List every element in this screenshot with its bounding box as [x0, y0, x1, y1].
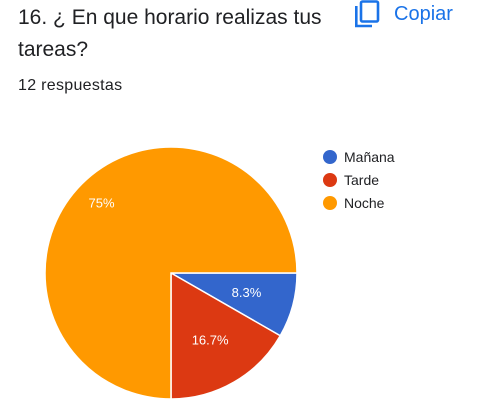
- copy-button[interactable]: Copiar: [354, 0, 453, 28]
- legend-label-tarde: Tarde: [344, 171, 380, 188]
- copy-label: Copiar: [394, 2, 453, 25]
- chart-legend: Mañana Tarde Noche: [323, 145, 395, 214]
- slice-label-tarde: 16.7%: [192, 333, 229, 348]
- copy-icon: [355, 0, 380, 28]
- pie-slice-noche[interactable]: [44, 146, 298, 400]
- legend-swatch-tarde: [323, 172, 337, 187]
- legend-item-tarde[interactable]: Tarde: [323, 168, 395, 191]
- response-count: 12 respuestas: [18, 77, 123, 94]
- legend-label-manana: Mañana: [344, 148, 395, 165]
- slice-label-noche: 75%: [88, 196, 114, 211]
- legend-item-noche[interactable]: Noche: [323, 191, 395, 214]
- legend-swatch-noche: [323, 195, 337, 210]
- legend-item-manana[interactable]: Mañana: [323, 145, 395, 168]
- slice-label-manana: 8.3%: [232, 285, 262, 300]
- legend-swatch-manana: [323, 149, 337, 164]
- pie-slice-tarde[interactable]: [170, 271, 282, 400]
- legend-label-noche: Noche: [344, 194, 385, 211]
- question-title: 16. ¿ En que horario realizas tus tareas…: [18, 6, 322, 61]
